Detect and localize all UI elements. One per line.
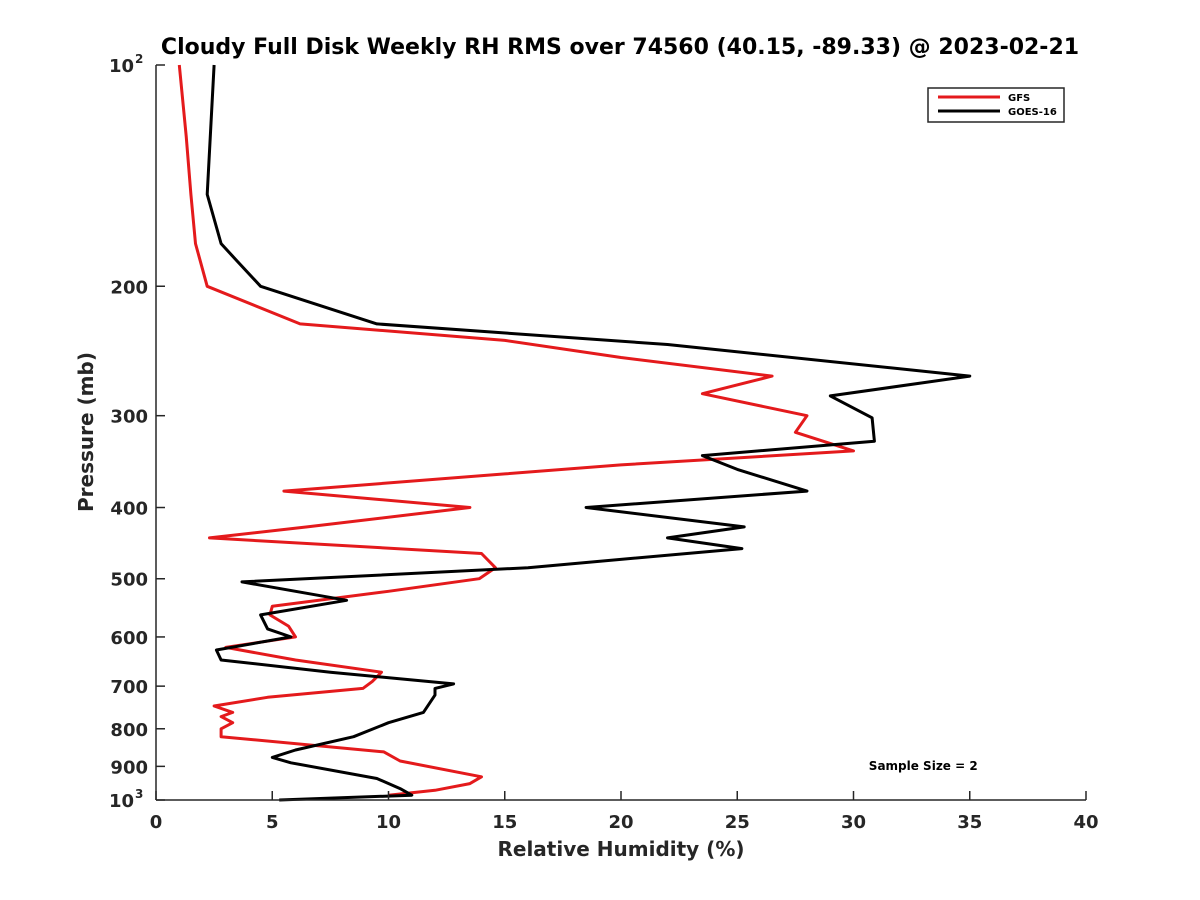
x-tick-label: 25 [725, 812, 750, 833]
y-tick-label: 10 2 [109, 52, 143, 77]
series-layer [177, 64, 972, 802]
y-tick-label: 500 [110, 570, 148, 591]
legend-box [927, 87, 1065, 123]
x-tick-label: 0 [150, 812, 163, 833]
y-tick-label-base: 10 [109, 791, 134, 812]
y-tick-label-base: 10 [109, 56, 134, 77]
y-tick-label: 600 [110, 628, 148, 649]
x-axis-label: Relative Humidity (%) [497, 837, 744, 861]
y-tick-label-exponent: 3 [135, 787, 143, 801]
x-tick-label: 40 [1073, 812, 1098, 833]
legend-label: GFS [1008, 93, 1030, 104]
series-line-goes-16 [205, 64, 972, 802]
x-tick-label: 5 [266, 812, 279, 833]
y-tick-label: 200 [110, 277, 148, 298]
x-tick-label: 10 [376, 812, 401, 833]
series-line-gfs [177, 64, 855, 797]
y-tick-label: 300 [110, 407, 148, 428]
sample-size-annotation: Sample Size = 2 [869, 759, 978, 773]
x-tick-label: 30 [841, 812, 866, 833]
y-tick-label: 900 [110, 757, 148, 778]
chart-title: Cloudy Full Disk Weekly RH RMS over 7456… [161, 35, 1079, 60]
y-axis-label: Pressure (mb) [74, 352, 98, 512]
x-tick-label: 35 [957, 812, 982, 833]
y-tick-label-exponent: 2 [135, 52, 143, 66]
legend-label: GOES-16 [1008, 107, 1057, 118]
y-tick-label: 10 3 [109, 787, 143, 812]
annotation-layer: Sample Size = 2 [869, 759, 978, 773]
x-tick-label: 20 [608, 812, 633, 833]
y-tick-label: 700 [110, 677, 148, 698]
y-tick-label: 800 [110, 720, 148, 741]
x-tick-label: 15 [492, 812, 517, 833]
legend: GFS GOES-16 [927, 87, 1065, 123]
y-tick-label: 400 [110, 499, 148, 520]
plot-area [156, 65, 1086, 800]
